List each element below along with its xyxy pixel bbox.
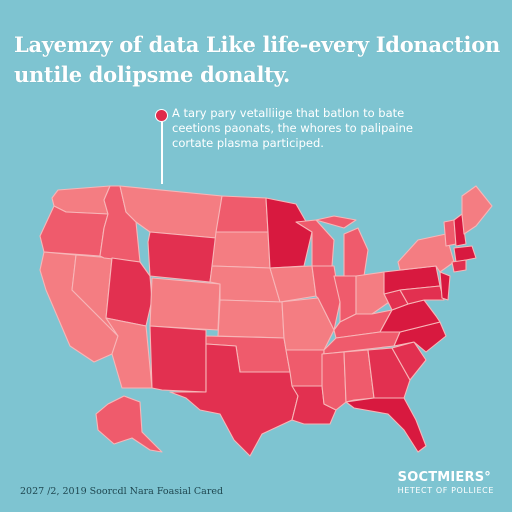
annotation-line-3: cortate plasma participed.: [172, 136, 324, 150]
state-connecticut: [451, 259, 467, 273]
annotation-text: A tary pary vetalliige that batlon to ba…: [172, 106, 413, 151]
state-georgia: [367, 347, 411, 399]
state-kansas: [217, 299, 285, 339]
state-massachusetts: [453, 245, 477, 263]
map-title: Layemzy of data Like life-every Idonacti…: [14, 30, 500, 90]
state-new-jersey: [439, 271, 451, 301]
source-caption: 2027 /2, 2019 Soorcdl Nara Foasial Cared: [20, 486, 224, 497]
state-wyoming: [147, 231, 217, 283]
state-north-dakota: [215, 195, 269, 233]
state-new-york: [397, 233, 455, 273]
state-utah: [105, 257, 153, 327]
annotation-marker: [156, 110, 167, 121]
state-arkansas: [285, 349, 325, 387]
state-texas: [169, 343, 299, 457]
brand-tagline: HETECT OF POLLIECE: [397, 486, 494, 495]
state-alaska: [95, 395, 163, 453]
state-oregon: [39, 205, 109, 257]
annotation-line-1: A tary pary vetalliige that batlon to ba…: [172, 106, 405, 120]
brand-name: SOCTMIERS°: [397, 470, 491, 485]
state-minnesota: [265, 197, 313, 269]
state-colorado: [149, 277, 221, 331]
state-michigan-upper: [315, 215, 357, 229]
state-michigan: [343, 227, 369, 277]
state-ohio: [355, 271, 393, 315]
state-maine: [461, 185, 493, 235]
map-title-line-1: Layemzy of data Like life-every Idonacti…: [14, 32, 500, 57]
state-new-mexico: [149, 325, 207, 393]
state-maryland: [399, 285, 445, 305]
state-arizona: [105, 317, 153, 389]
brand-logo: SOCTMIERS° HETECT OF POLLIECE: [398, 470, 494, 495]
annotation-line-2: ceetions paonats, the whores to palipain…: [172, 121, 413, 135]
state-nebraska: [209, 265, 281, 303]
state-south-dakota: [211, 231, 271, 269]
state-mississippi: [321, 351, 347, 411]
annotation-leader-line: [161, 122, 163, 184]
state-florida: [345, 397, 427, 453]
map-title-line-2: untile dolipsme donalty.: [14, 62, 291, 87]
